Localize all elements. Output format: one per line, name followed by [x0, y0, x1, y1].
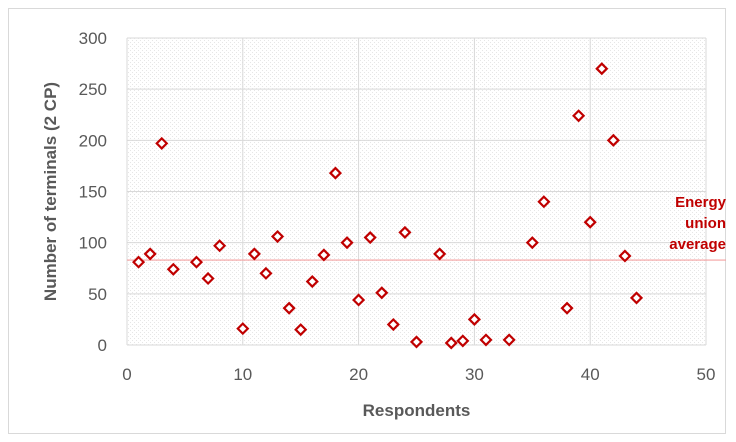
- reference-line-label: average: [669, 236, 726, 253]
- data-point: [236, 322, 250, 336]
- gridlines: [126, 37, 707, 346]
- data-points: [132, 62, 644, 350]
- data-point: [595, 62, 609, 76]
- data-point: [433, 247, 447, 261]
- data-point: [467, 312, 481, 326]
- data-point: [583, 215, 597, 229]
- data-point: [502, 333, 516, 347]
- data-point: [618, 249, 632, 263]
- y-tick-labels: 0 50 100 150 200 250 300: [79, 29, 107, 355]
- data-point: [456, 334, 470, 348]
- data-point: [409, 335, 424, 349]
- y-tick-label: 250: [79, 80, 107, 99]
- data-point: [363, 230, 377, 245]
- y-tick-label: 200: [79, 131, 107, 150]
- x-tick-label: 0: [122, 365, 131, 384]
- data-point: [132, 255, 146, 269]
- data-point: [479, 333, 493, 347]
- data-point: [398, 225, 412, 239]
- data-point: [155, 136, 169, 150]
- x-axis-title: Respondents: [363, 401, 471, 420]
- y-axis-title: Number of terminals (2 CP): [41, 82, 60, 301]
- y-tick-label: 300: [79, 29, 107, 48]
- x-tick-label: 20: [349, 365, 368, 384]
- data-point: [305, 274, 319, 289]
- data-point: [259, 266, 273, 280]
- y-tick-label: 50: [88, 285, 107, 304]
- data-point: [166, 262, 180, 276]
- data-point: [247, 247, 261, 261]
- data-point: [537, 195, 551, 209]
- data-point: [213, 239, 227, 253]
- data-point: [282, 301, 296, 315]
- data-point: [328, 166, 342, 180]
- x-tick-label: 30: [465, 365, 484, 384]
- data-point: [201, 271, 215, 286]
- data-point: [270, 229, 285, 244]
- data-point: [317, 248, 331, 262]
- data-point: [386, 317, 400, 332]
- data-point: [375, 286, 389, 300]
- reference-line-annotation: Energy union average: [669, 194, 726, 253]
- data-point: [294, 323, 308, 337]
- data-point: [572, 109, 586, 123]
- reference-line-label: union: [685, 215, 726, 232]
- y-tick-label: 0: [98, 336, 107, 355]
- data-point: [352, 293, 366, 307]
- data-point: [629, 291, 644, 305]
- x-tick-label: 10: [233, 365, 252, 384]
- data-point: [143, 247, 157, 261]
- data-point: [340, 236, 354, 250]
- y-tick-label: 150: [79, 183, 107, 202]
- data-point: [444, 336, 458, 350]
- data-point: [525, 236, 539, 250]
- y-tick-label: 100: [79, 234, 107, 253]
- x-tick-labels: 0 10 20 30 40 50: [122, 365, 715, 384]
- data-point: [560, 301, 574, 315]
- reference-line-label: Energy: [675, 194, 727, 211]
- data-point: [189, 255, 204, 269]
- x-tick-label: 50: [697, 365, 716, 384]
- x-tick-label: 40: [581, 365, 600, 384]
- data-point: [606, 133, 620, 147]
